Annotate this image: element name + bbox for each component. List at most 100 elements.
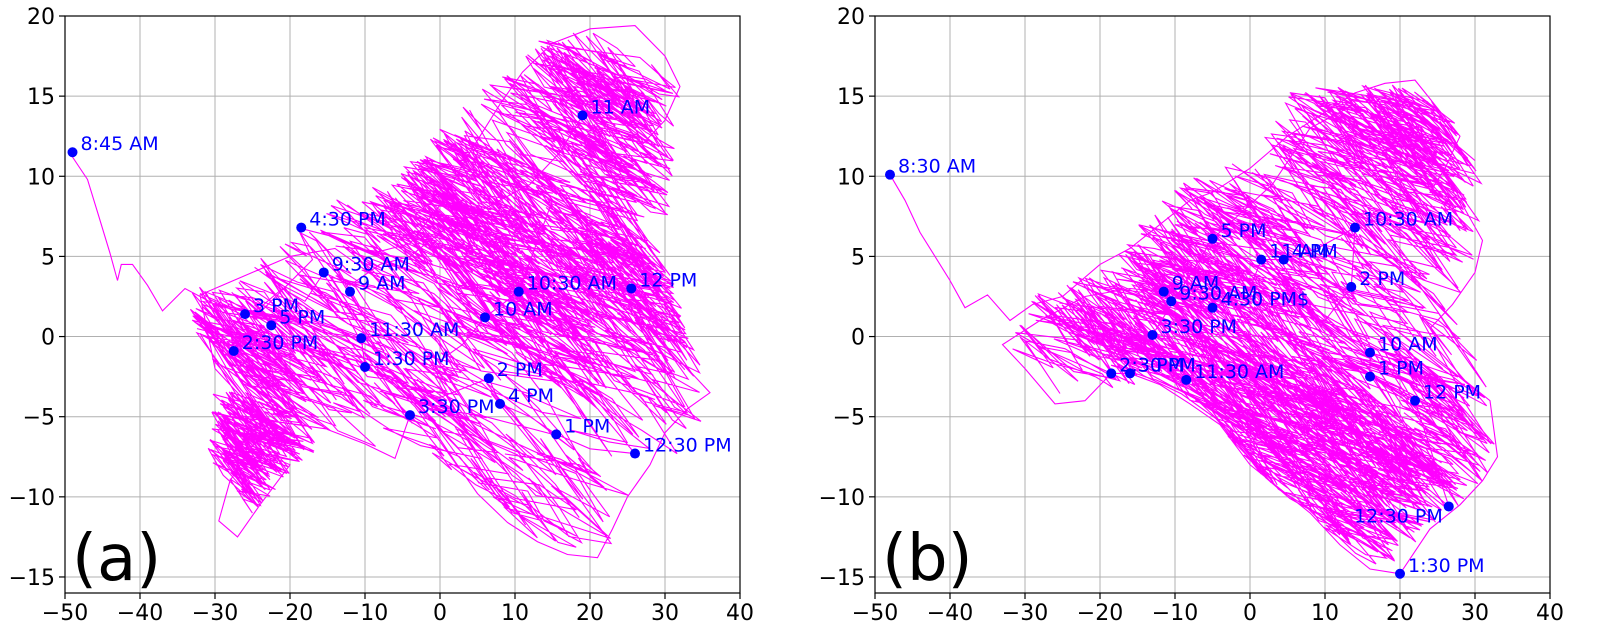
y-tick-label: 5 <box>41 245 55 270</box>
y-tick-label: −10 <box>819 486 865 511</box>
time-point-label: 3 PM <box>1138 354 1184 376</box>
time-point <box>513 286 524 297</box>
time-point <box>551 429 562 440</box>
x-tick-label: −50 <box>852 601 898 626</box>
x-tick-label: 0 <box>433 601 447 626</box>
time-point <box>228 345 239 356</box>
panel-label-b: (b) <box>882 522 973 596</box>
x-tick-label: 20 <box>576 601 604 626</box>
time-point <box>356 333 367 344</box>
panel-label-a: (a) <box>72 522 161 596</box>
time-point-label: 1 PM <box>564 415 610 437</box>
time-point <box>1278 254 1289 265</box>
time-point <box>266 320 277 331</box>
time-point-label: 2:30 PM <box>1119 354 1196 376</box>
time-point-label: 3 PM <box>253 295 299 317</box>
time-point-label: 11:30 AM <box>369 319 459 341</box>
time-point-label: 2 PM <box>497 359 543 381</box>
time-point <box>1350 222 1360 233</box>
time-point-label: 12 PM <box>1423 382 1481 404</box>
y-tick-label: −15 <box>9 566 55 591</box>
time-point <box>885 169 895 180</box>
x-tick-label: −30 <box>1002 601 1048 626</box>
trajectory-line <box>72 25 711 559</box>
x-tick-label: 20 <box>1386 601 1414 626</box>
panel-b: −50 −40 −30 −20 −10 0 10 20 30 40−15−10−505101520… <box>819 5 1564 626</box>
x-tick-label: −30 <box>192 601 238 626</box>
time-point-label: 3:30 PM <box>418 396 495 418</box>
x-tick-label: 30 <box>651 601 679 626</box>
x-tick-label: 40 <box>1536 601 1564 626</box>
time-point-label: 1:30 PM <box>1408 555 1485 577</box>
time-point-label: 4 PM <box>1292 241 1338 263</box>
y-tick-label: −5 <box>23 406 55 431</box>
time-point-label: 5 PM <box>1221 220 1267 242</box>
time-point <box>240 309 250 320</box>
y-tick-label: 20 <box>27 5 55 30</box>
time-point-label: 1 PM <box>1378 358 1424 380</box>
time-point <box>1346 281 1357 292</box>
x-tick-label: 10 <box>1311 601 1339 626</box>
time-points: 8:45 AM 11 AM 4:30 PM 9:30 AM9 AM 10:30 AM 12… <box>67 96 732 459</box>
time-point <box>1365 371 1375 382</box>
x-tick-label: 0 <box>1243 601 1257 626</box>
time-point-label: 11:30 AM <box>1194 361 1284 383</box>
time-point <box>1125 368 1135 379</box>
time-point-label: 10 AM <box>493 298 553 320</box>
axes-frame <box>874 15 1551 594</box>
panel-a: −50 −40 −30 −20 −10 0 10 20 30 40−15−10−505101520… <box>9 5 754 626</box>
time-point <box>495 398 505 409</box>
x-tick-label: 30 <box>1461 601 1489 626</box>
y-tick-label: 5 <box>851 245 865 270</box>
y-tick-label: 0 <box>851 326 865 351</box>
y-tick-label: −5 <box>833 406 865 431</box>
time-point-label: 4:30 PM <box>309 209 386 231</box>
time-point-label: 2:30 PM <box>242 332 319 354</box>
time-point-label: 10:30 AM <box>1363 209 1453 231</box>
time-point <box>1166 296 1177 307</box>
trajectory-line <box>889 79 1499 575</box>
x-tick-label: −20 <box>267 601 313 626</box>
y-tick-label: 10 <box>837 165 865 190</box>
x-tick-label: −50 <box>42 601 88 626</box>
x-tick-label: −40 <box>117 601 163 626</box>
time-point-label: 4:30 PM$ <box>1221 289 1310 311</box>
time-point <box>67 147 78 158</box>
time-point <box>1365 347 1375 358</box>
x-tick-label: 40 <box>726 601 754 626</box>
time-point <box>1158 286 1169 297</box>
time-point-label: 4 PM <box>508 385 554 407</box>
x-tick-label: −10 <box>1152 601 1198 626</box>
trajectory <box>72 25 711 559</box>
time-point-label: 10 AM <box>1378 334 1438 356</box>
time-point-label: 10:30 AM <box>527 273 617 295</box>
x-tick-label: 10 <box>501 601 529 626</box>
time-point-label: 9 AM <box>1172 273 1220 295</box>
y-tick-label: −15 <box>819 566 865 591</box>
time-point <box>296 222 307 233</box>
time-point-label: 2 PM <box>1359 268 1405 290</box>
time-point-label: 3:30 PM <box>1161 316 1238 338</box>
time-point <box>1106 368 1117 379</box>
axes-frame <box>64 15 741 594</box>
time-point-label: 12 PM <box>639 269 697 291</box>
time-point <box>1207 233 1218 244</box>
time-point <box>577 110 588 121</box>
time-point <box>405 410 415 421</box>
time-point-label: 11 AM <box>1269 241 1329 263</box>
time-point-label: 9:30 AM <box>332 253 410 275</box>
time-point-label: 5 PM <box>279 306 325 328</box>
time-point <box>483 373 494 384</box>
y-tick-label: 15 <box>837 85 865 110</box>
time-point-label: 1:30 PM <box>373 348 450 370</box>
time-point-label: 11 AM <box>591 96 651 118</box>
time-point <box>1256 254 1267 265</box>
x-tick-label: −10 <box>342 601 388 626</box>
x-tick-label: −40 <box>927 601 973 626</box>
y-tick-label: 15 <box>27 85 55 110</box>
time-point <box>345 286 355 297</box>
time-point <box>1207 302 1218 313</box>
